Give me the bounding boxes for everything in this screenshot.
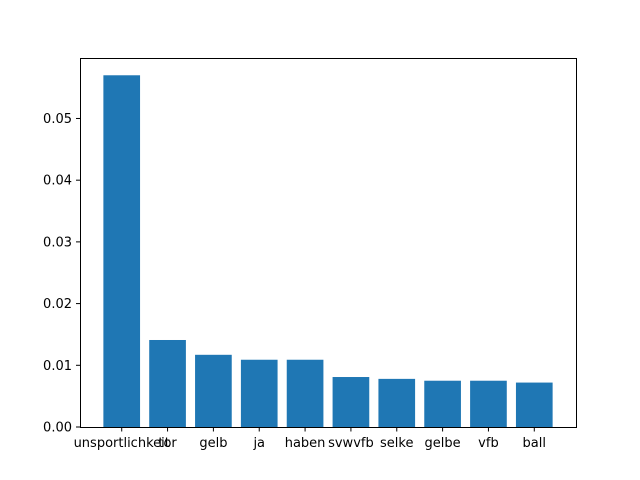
x-tick-label: vfb [478,436,499,451]
y-tick-label: 0.04 [43,174,72,189]
x-tick-label: svwvfb [328,436,374,451]
x-tick-label: gelb [199,436,227,451]
bar-ja [240,359,278,427]
x-tick-label: haben [285,436,326,451]
x-tick-label: unsportlichkeit [74,436,170,451]
x-tick-label: ball [523,436,546,451]
y-tick-label: 0.01 [43,359,72,374]
bar-gelbe [424,380,461,427]
bar-ball [515,382,553,427]
y-tick-label: 0.05 [43,112,72,127]
x-tick-label: selke [380,436,413,451]
bar-vfb [470,380,507,427]
bar-tor [149,339,186,427]
y-tick-label: 0.03 [43,235,72,250]
bar-svwvfb [332,377,370,427]
x-tick-label: ja [252,436,265,451]
bars-group [103,75,553,428]
plot-frame [80,58,577,428]
x-tick-label: gelbe [425,436,461,451]
bar-unsportlichkeit [103,75,141,428]
bar-selke [378,378,416,427]
y-tick-label: 0.02 [43,297,72,312]
y-tick-label: 0.00 [43,421,72,436]
bar-gelb [195,354,232,427]
y-axis: 0.00 0.01 0.02 0.03 0.04 0.05 [43,112,80,436]
bar-haben [286,359,324,427]
x-tick-label: tor [158,436,177,451]
